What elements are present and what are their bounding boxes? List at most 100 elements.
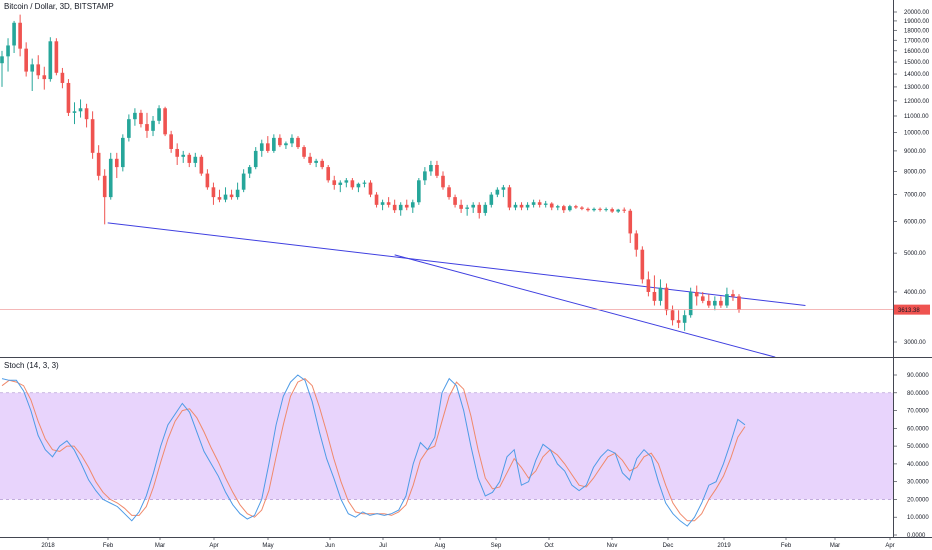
price-tick-label: 19000.00: [904, 19, 930, 25]
candle-body: [561, 206, 566, 211]
trendline-lower: [394, 254, 776, 358]
price-pane[interactable]: Bitcoin / Dollar, 3D, BITSTAMP: [0, 2, 893, 358]
candle-body: [628, 210, 633, 234]
symbol-title: Bitcoin / Dollar, 3D, BITSTAMP: [4, 2, 114, 11]
stoch-tick-label: 40.0000: [907, 462, 929, 468]
candle-body: [320, 160, 324, 168]
candle-body: [181, 154, 186, 157]
candle-body: [302, 147, 306, 157]
candle-body: [531, 202, 536, 205]
candle-body: [259, 143, 264, 151]
candle-body: [477, 204, 482, 213]
price-tick-label: 5000.00: [904, 251, 926, 257]
candle-body: [616, 209, 620, 212]
trend-lines[interactable]: [107, 222, 806, 358]
candle-body: [356, 183, 361, 188]
candle-body: [48, 41, 53, 80]
candle-body: [78, 108, 83, 112]
stoch-tick-label: 60.0000: [907, 426, 929, 432]
stoch-tick-label: 0.0000: [907, 533, 926, 539]
time-tick-label: Sep: [491, 543, 502, 549]
candle-body: [169, 134, 173, 149]
time-tick-label: Mar: [830, 543, 840, 549]
stoch-axis[interactable]: 90.0000 80.0000 70.0000 60.0000 50.0000 40.00…: [893, 373, 929, 539]
candle-body: [0, 56, 4, 64]
candle-body: [682, 315, 687, 323]
candle-body: [84, 108, 89, 120]
time-tick-label: Oct: [544, 543, 554, 549]
candle-body: [6, 45, 10, 57]
candle-body: [205, 173, 210, 188]
price-tick-label: 13000.00: [904, 85, 930, 91]
candle-body: [658, 287, 663, 301]
candle-body: [308, 156, 312, 163]
candle-body: [326, 167, 331, 181]
price-axis[interactable]: 20000.00 19000.00 18000.00 17000.00 16000.00…: [893, 10, 930, 346]
candle-body: [670, 310, 675, 321]
time-tick-label: Aug: [435, 543, 446, 549]
price-tick-label: 9000.00: [904, 149, 926, 155]
candle-body: [362, 182, 367, 184]
stoch-tick-label: 80.0000: [907, 391, 929, 397]
candle-body: [60, 72, 65, 83]
price-tick-label: 10000.00: [904, 131, 930, 137]
stochastic-pane[interactable]: Stoch (14, 3, 3): [0, 361, 893, 527]
candle-body: [145, 124, 149, 131]
time-tick-label: Mar: [155, 543, 165, 549]
candle-body: [652, 291, 657, 301]
candle-body: [278, 137, 282, 146]
candle-body: [350, 180, 355, 188]
candle-body: [580, 207, 584, 209]
current-price-badge: 3613.38: [894, 304, 930, 315]
candle-body: [102, 175, 107, 198]
candle-body: [265, 143, 270, 151]
price-tick-label: 6000.00: [904, 219, 926, 225]
time-tick-label: Apr: [209, 543, 218, 549]
candle-body: [187, 154, 192, 163]
candle-body: [175, 148, 180, 157]
candlestick-series: [0, 14, 741, 331]
candle-body: [398, 204, 403, 211]
candle-body: [24, 48, 28, 72]
current-price-label: 3613.38: [898, 308, 920, 314]
stoch-tick-label: 20.0000: [907, 497, 929, 503]
candle-body: [555, 206, 560, 208]
candle-body: [725, 294, 729, 306]
candle-body: [688, 291, 693, 316]
candle-body: [441, 175, 445, 188]
candle-body: [54, 41, 59, 73]
candle-body: [338, 182, 343, 185]
candle-body: [417, 180, 421, 203]
candle-body: [229, 194, 234, 198]
candle-body: [42, 75, 47, 80]
price-tick-label: 3000.00: [904, 340, 926, 346]
candle-body: [549, 203, 554, 208]
candle-body: [36, 64, 41, 76]
stoch-tick-label: 30.0000: [907, 480, 929, 486]
price-tick-label: 7000.00: [904, 193, 926, 199]
candle-body: [114, 158, 119, 168]
candle-body: [664, 287, 669, 311]
candle-body: [344, 180, 349, 183]
candle-body: [719, 300, 723, 306]
time-tick-label: 2018: [41, 543, 55, 549]
candle-body: [471, 204, 476, 208]
time-tick-label: 2019: [717, 543, 731, 549]
candle-body: [694, 291, 699, 297]
candle-body: [374, 194, 379, 205]
candle-body: [568, 206, 572, 211]
candle-body: [713, 300, 717, 306]
candle-body: [133, 112, 137, 120]
candle-body: [423, 171, 427, 181]
candle-body: [465, 207, 469, 209]
time-tick-label: Apr: [885, 543, 894, 549]
time-axis[interactable]: 2018 Feb Mar Apr May Jun Jul Aug Sep Oct Nov Dec 201…: [41, 537, 895, 549]
candle-body: [127, 119, 131, 138]
candle-body: [72, 111, 77, 113]
candle-body: [121, 137, 125, 168]
stoch-band: [0, 392, 893, 500]
candle-body: [507, 187, 512, 208]
candle-body: [90, 119, 95, 153]
candle-body: [459, 204, 463, 209]
